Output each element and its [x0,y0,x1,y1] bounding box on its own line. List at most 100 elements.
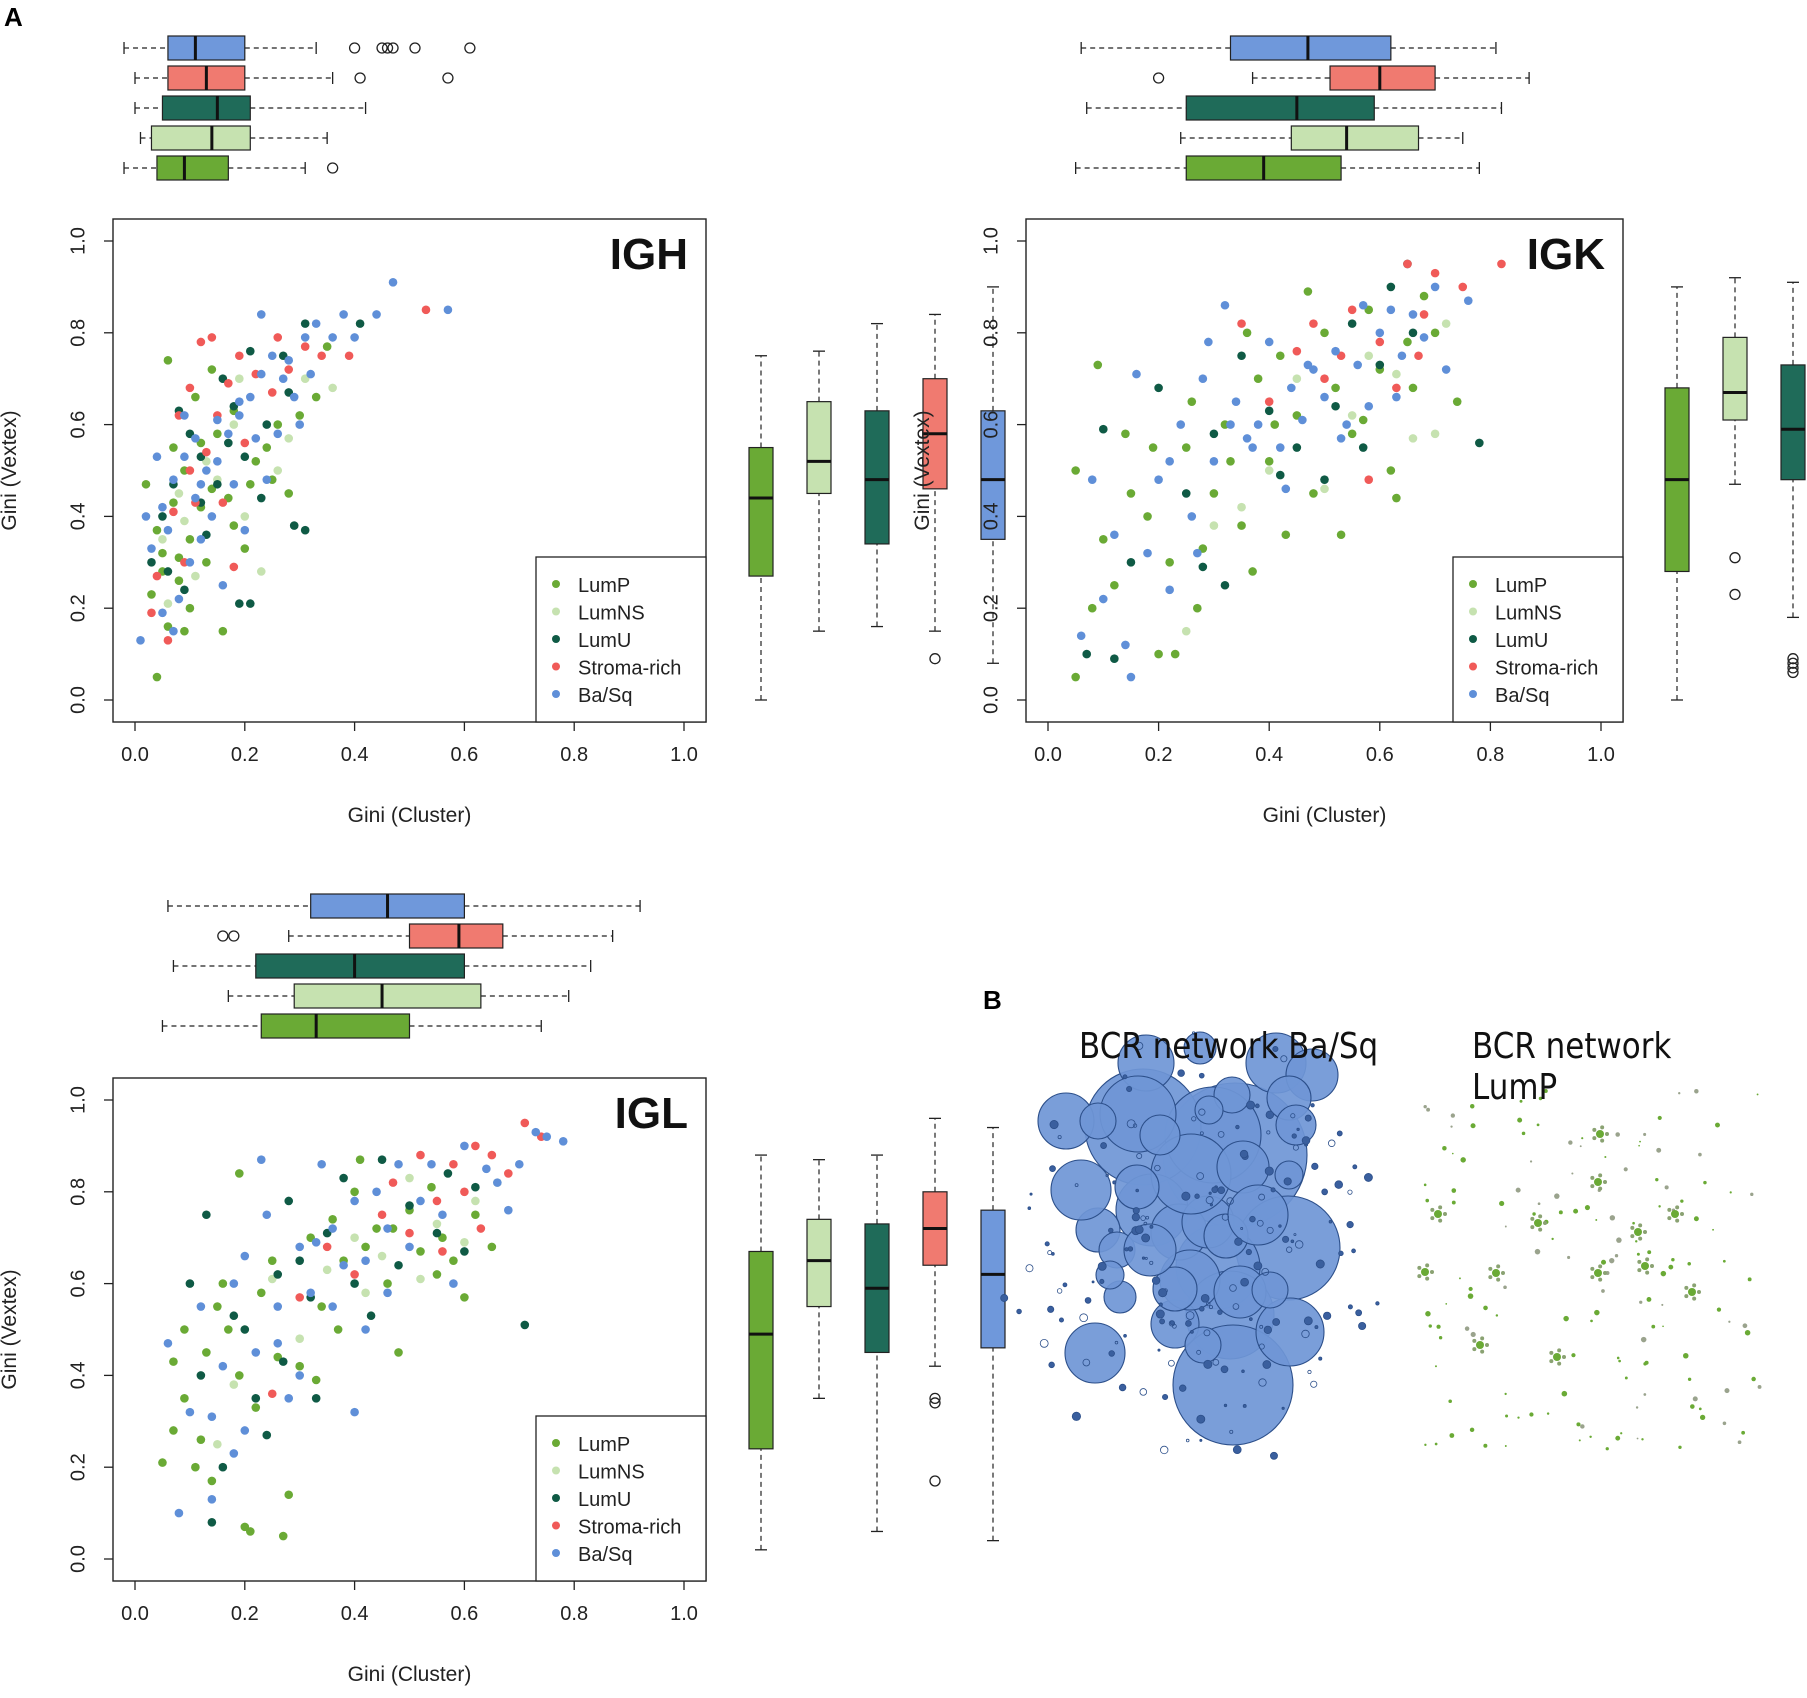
chart-igh: 0.0 0.2 0.4 0.6 0.8 1.0 0.0 0.2 0.4 0.6 0.8 1.0 Gini… [0,35,1006,827]
point-stroma-rich [1375,337,1385,347]
point-stroma-rich [267,1389,277,1399]
box [980,410,1006,540]
network-node [1321,1188,1328,1196]
network-node [1598,1173,1603,1178]
point-stroma-rich [438,1247,447,1256]
point-lump [251,457,261,466]
network-node [1483,1305,1488,1311]
network-node [1127,1246,1134,1252]
point-ba-sq [1087,475,1097,484]
point-stroma-rich [1364,475,1374,484]
network-node [1692,1283,1697,1288]
point-ba-sq [295,1371,305,1380]
network-node [1194,1095,1224,1125]
network-node [1504,1392,1507,1396]
network-node [1292,1144,1299,1151]
network-node [1436,1324,1441,1329]
network-title-lump: BCR network LumP [1472,1026,1672,1108]
network-node [1519,1099,1523,1103]
point-ba-sq [1375,328,1385,338]
point-lump [1071,466,1080,475]
network-node [1442,1145,1447,1151]
network-node [1504,1225,1507,1228]
network-node [1698,1152,1702,1157]
network-node [1417,1274,1422,1279]
point-ba-sq [482,1164,491,1174]
y-tick-label: 0.6 [980,411,1002,439]
network-node [1425,1276,1430,1281]
point-lumu [1386,282,1396,292]
point-lump [1099,535,1108,544]
point-ba-sq [1121,640,1130,650]
network-node [1637,1268,1642,1273]
point-lumu [460,1247,469,1256]
network-node [1126,1085,1133,1092]
network-node [1375,1301,1380,1306]
point-stroma-rich [202,447,211,457]
point-ba-sq [328,1302,337,1311]
point-lump [158,548,167,558]
network-node [1047,1250,1053,1256]
point-stroma-rich [152,571,162,581]
network-node [1624,1376,1628,1380]
point-lump [1226,457,1235,466]
network-node [1538,1096,1543,1101]
x-tick-label: 0.8 [560,1603,588,1625]
legend-label-stroma-rich: Stroma-rich [1495,658,1598,680]
network-node [1604,1155,1607,1159]
network-node [1347,1189,1353,1195]
point-lumu [158,512,167,521]
point-stroma-rich [273,333,283,342]
network-node [1684,1294,1689,1299]
point-ba-sq [449,1279,458,1288]
point-ba-sq [1165,585,1174,595]
network-node [1135,1225,1144,1234]
point-ba-sq [147,544,156,553]
network-node [1680,1199,1684,1203]
network-node [1722,1259,1726,1263]
point-lumu [1475,438,1484,448]
point-lumu [355,319,365,328]
point-ba-sq [1364,401,1374,411]
point-lumu [1320,475,1329,484]
point-lumu [224,438,233,448]
point-ba-sq [383,1288,392,1298]
point-lumns [1181,626,1191,636]
point-stroma-rich [147,608,156,618]
network-node [1459,1277,1461,1280]
network-node [1641,1262,1649,1270]
point-lump [1336,530,1346,540]
network-node [1594,1309,1600,1316]
point-lump [180,1325,189,1334]
point-lump [1419,291,1429,301]
point-stroma-rich [267,388,277,397]
point-lumu [1110,654,1119,663]
network-node [1558,1210,1563,1215]
network-node [1211,1186,1219,1194]
point-lumns [1209,521,1219,530]
y-tick-label: 0.0 [67,1545,89,1573]
network-node [1692,1296,1697,1301]
point-lumu [377,1155,387,1164]
network-node [1603,1180,1607,1184]
legend-label-lumns: LumNS [578,1462,645,1484]
network-node [1286,1246,1293,1253]
y-tick-label: 0.8 [67,319,89,347]
point-ba-sq [1242,434,1252,443]
top-boxplot-stroma-rich [1152,65,1530,91]
network-node [1688,1288,1696,1296]
network-node [1645,1270,1650,1275]
point-ba-sq [1287,383,1296,393]
point-ba-sq [542,1132,552,1142]
point-lumu [432,1228,442,1238]
point-ba-sq [284,356,294,365]
network-node [1639,1300,1643,1304]
outlier [1152,72,1165,84]
point-lumu [235,599,244,608]
network-node [1712,1228,1714,1231]
network-node [1423,1183,1427,1187]
legend-label-lumu: LumU [578,1489,631,1511]
network-node [1199,1438,1203,1442]
legend-marker-lumns [552,607,560,616]
network-node [1579,1145,1582,1148]
